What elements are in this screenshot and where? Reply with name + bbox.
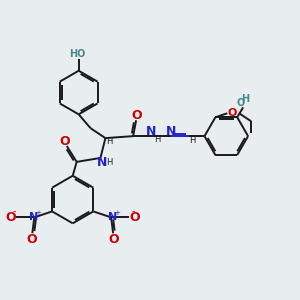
Text: H: H	[189, 136, 196, 145]
Text: N: N	[29, 212, 38, 222]
Text: -: -	[13, 206, 16, 216]
Text: O: O	[59, 135, 70, 148]
Text: O: O	[130, 211, 140, 224]
Text: O: O	[227, 108, 237, 118]
Text: H: H	[106, 158, 112, 167]
Text: O: O	[132, 109, 142, 122]
Text: N: N	[146, 125, 156, 138]
Text: N: N	[107, 212, 117, 222]
Text: +: +	[35, 210, 41, 216]
Text: H: H	[241, 94, 249, 104]
Text: H: H	[106, 136, 112, 146]
Text: O: O	[5, 211, 16, 224]
Text: O: O	[109, 233, 119, 246]
Text: -: -	[131, 206, 135, 216]
Text: N: N	[166, 125, 176, 138]
Text: O: O	[26, 233, 37, 246]
Text: O: O	[236, 98, 244, 108]
Text: H: H	[154, 135, 160, 144]
Text: +: +	[114, 210, 120, 216]
Text: N: N	[97, 156, 108, 170]
Text: HO: HO	[70, 49, 86, 59]
